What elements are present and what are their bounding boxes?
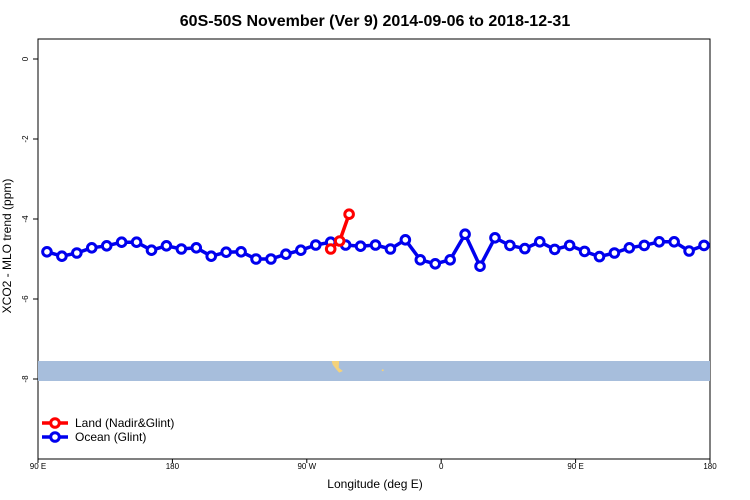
data-point	[668, 236, 680, 248]
y-tick-label: 0	[21, 56, 30, 61]
data-point	[653, 236, 666, 248]
data-point	[175, 243, 188, 255]
data-point	[56, 250, 68, 263]
y-axis-label: XCO2 - MLO trend (ppm)	[0, 179, 14, 314]
series-land	[324, 208, 355, 255]
y-axis: 0 -2 -4 -6 -8	[21, 56, 38, 383]
data-point	[608, 247, 621, 259]
series-layer	[41, 208, 710, 273]
data-point	[145, 244, 158, 256]
data-point	[190, 242, 203, 254]
data-point	[333, 235, 346, 247]
data-point	[563, 239, 576, 252]
map-strip	[38, 361, 710, 381]
x-tick-label: 180	[166, 462, 180, 471]
data-point	[100, 240, 113, 252]
data-point	[250, 253, 262, 265]
data-point	[519, 242, 531, 255]
y-tick-label: -8	[21, 375, 30, 383]
data-point	[205, 250, 218, 263]
data-point	[41, 246, 53, 258]
data-point	[459, 228, 471, 240]
data-point	[343, 208, 355, 220]
legend-entry: Land (Nadir&Glint)	[75, 416, 174, 430]
data-point	[533, 236, 546, 248]
data-point	[504, 239, 516, 252]
data-point	[280, 248, 292, 260]
data-point	[414, 253, 427, 266]
data-point	[489, 232, 501, 244]
data-point	[295, 244, 307, 256]
data-point	[265, 253, 277, 265]
legend-marker	[49, 417, 61, 429]
x-tick-label: 90 W	[297, 462, 316, 471]
y-tick-label: -4	[21, 215, 30, 223]
data-point	[444, 253, 456, 266]
data-point	[160, 240, 173, 252]
data-point	[384, 243, 397, 255]
y-tick-label: -6	[21, 295, 30, 303]
x-tick-label: 90 E	[30, 462, 46, 471]
data-point	[638, 239, 651, 252]
map-strip-island	[381, 369, 384, 372]
map-strip-ocean	[38, 361, 710, 381]
data-point	[71, 247, 83, 259]
data-point	[220, 246, 232, 258]
x-tick-label: 90 E	[567, 462, 583, 471]
chart-title: 60S-50S November (Ver 9) 2014-09-06 to 2…	[180, 13, 571, 30]
legend: Land (Nadir&Glint)Ocean (Glint)	[42, 416, 174, 444]
data-point	[623, 242, 636, 254]
data-point	[130, 236, 143, 248]
data-point	[235, 246, 247, 258]
data-point	[115, 236, 128, 248]
map-strip-land	[331, 361, 343, 373]
series-ocean	[41, 228, 710, 273]
data-point	[698, 239, 710, 252]
legend-marker	[49, 431, 61, 443]
plot-frame	[37, 38, 711, 460]
data-point	[548, 243, 561, 256]
x-tick-label: 0	[439, 462, 444, 471]
legend-entry: Ocean (Glint)	[75, 430, 146, 444]
data-point	[85, 242, 98, 254]
data-point	[369, 239, 382, 251]
data-point	[354, 240, 367, 252]
data-point	[578, 245, 591, 258]
data-point	[474, 260, 486, 273]
x-tick-label: 180	[703, 462, 717, 471]
data-point	[429, 258, 442, 270]
x-axis-label: Longitude (deg E)	[327, 477, 422, 491]
data-point	[309, 239, 322, 251]
data-point	[399, 234, 412, 246]
data-point	[324, 243, 337, 255]
data-point	[593, 250, 606, 263]
x-axis: 90 E 180 90 W 0 90 E 180	[30, 459, 717, 471]
y-tick-label: -2	[21, 135, 30, 143]
data-point	[683, 245, 695, 257]
